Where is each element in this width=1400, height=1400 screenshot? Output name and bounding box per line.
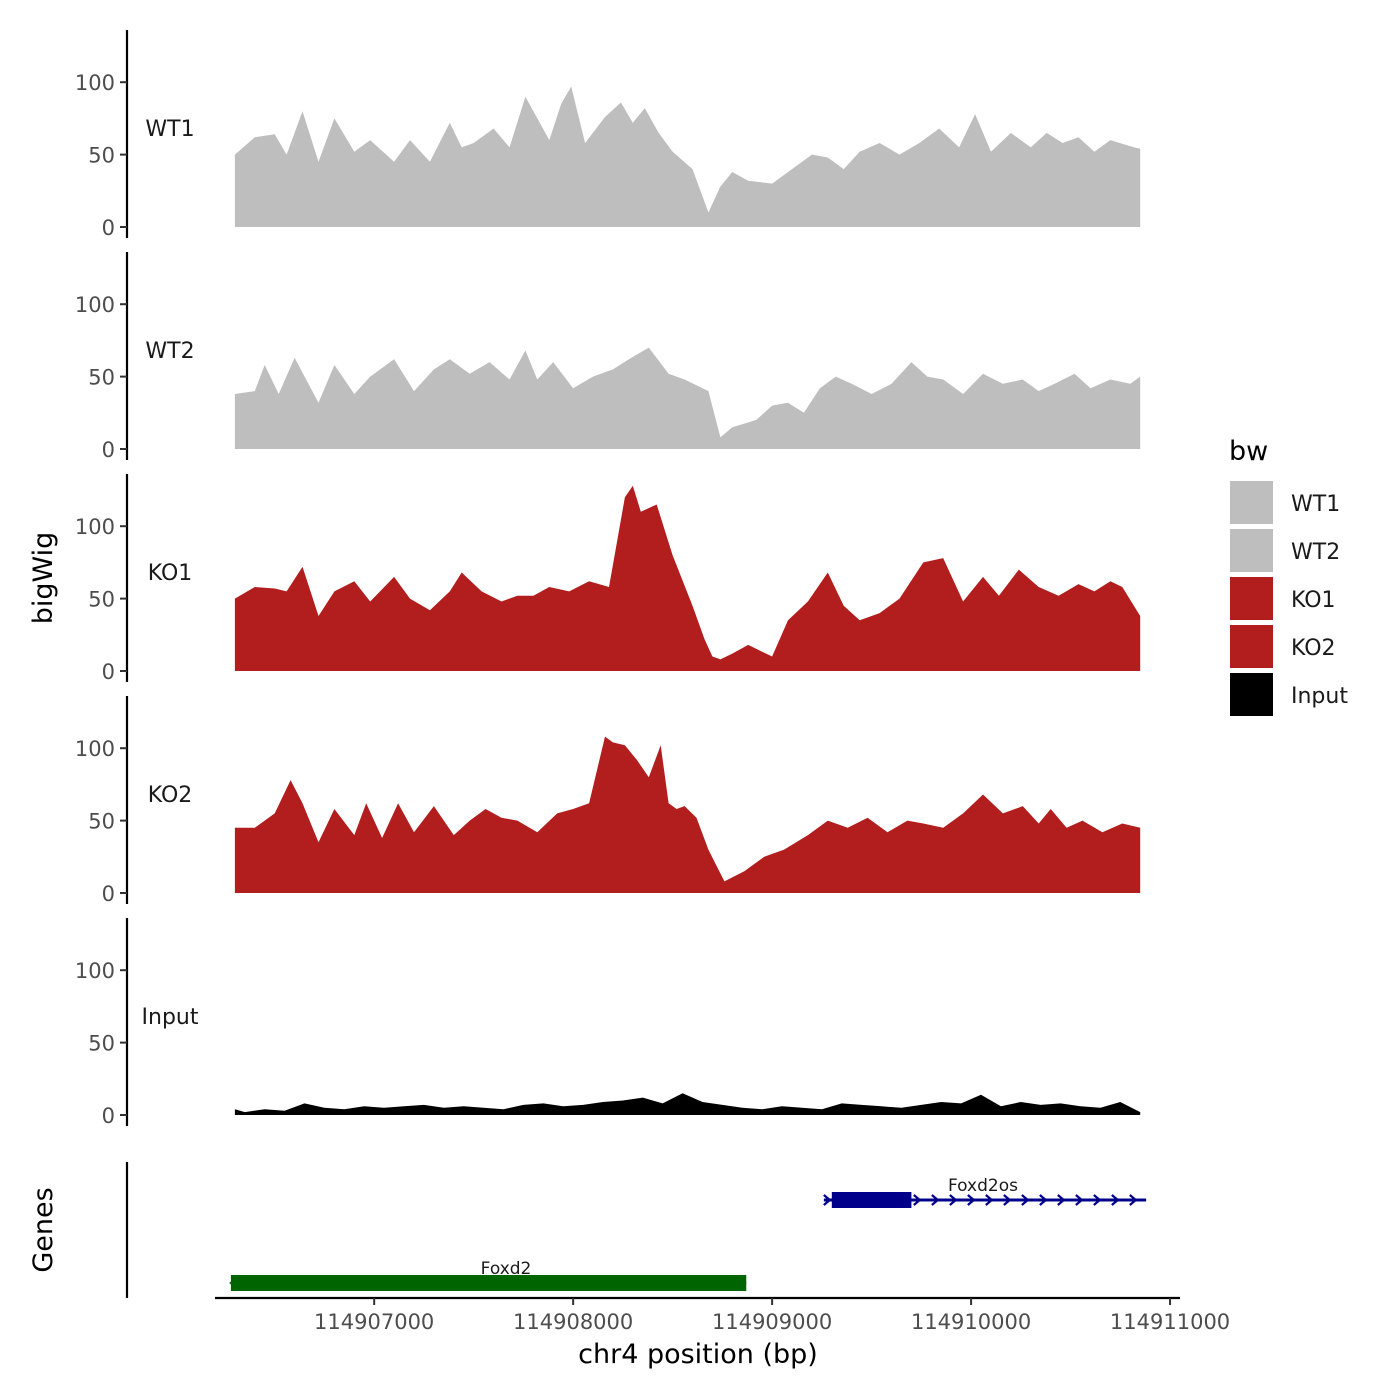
strand-arrow-foxd2os xyxy=(1057,1194,1066,1206)
strand-arrow-foxd2 xyxy=(715,1277,724,1289)
signal-area-ko2 xyxy=(234,736,1141,893)
strand-arrow-foxd2 xyxy=(517,1277,526,1289)
x-tick-label: 114907000 xyxy=(314,1310,434,1334)
strand-arrow-foxd2 xyxy=(481,1277,490,1289)
y-tick-label: 100 xyxy=(75,959,115,983)
strand-arrow-foxd2 xyxy=(301,1277,310,1289)
strand-arrow-foxd2 xyxy=(229,1277,238,1289)
strand-arrow-foxd2 xyxy=(733,1277,742,1289)
legend-title: bw xyxy=(1229,436,1268,467)
x-axis-title: chr4 position (bp) xyxy=(578,1339,818,1370)
signal-area-wt1 xyxy=(234,86,1141,227)
strand-arrow-foxd2 xyxy=(589,1277,598,1289)
x-tick-label: 114911000 xyxy=(1110,1310,1230,1334)
y-tick-label: 50 xyxy=(88,366,115,390)
track-label-wt2: WT2 xyxy=(145,339,194,364)
signal-area-ko1 xyxy=(234,485,1141,671)
y-tick-label: 50 xyxy=(88,810,115,834)
legend-label-ko1: KO1 xyxy=(1291,588,1336,613)
y-tick-label: 50 xyxy=(88,1032,115,1056)
legend-label-wt2: WT2 xyxy=(1291,540,1340,565)
strand-arrow-foxd2os xyxy=(859,1194,868,1206)
strand-arrow-foxd2 xyxy=(427,1277,436,1289)
strand-arrow-foxd2os xyxy=(985,1194,994,1206)
strand-arrow-foxd2 xyxy=(409,1277,418,1289)
strand-arrow-foxd2os xyxy=(877,1194,886,1206)
strand-arrow-foxd2os xyxy=(1075,1194,1084,1206)
track-label-ko2: KO2 xyxy=(148,783,193,808)
y-tick-label: 100 xyxy=(75,293,115,317)
strand-arrow-foxd2os xyxy=(1111,1194,1120,1206)
gene-exon-foxd2 xyxy=(230,1275,747,1291)
strand-arrow-foxd2os xyxy=(1093,1194,1102,1206)
track-label-wt1: WT1 xyxy=(145,117,194,142)
legend-swatch-ko2 xyxy=(1228,623,1275,670)
legend-label-wt1: WT1 xyxy=(1291,492,1340,517)
legend-swatch-input xyxy=(1228,671,1275,718)
legend-label-ko2: KO2 xyxy=(1291,636,1336,661)
y-tick-label: 100 xyxy=(75,71,115,95)
strand-arrow-foxd2 xyxy=(499,1277,508,1289)
strand-arrow-foxd2os xyxy=(1021,1194,1030,1206)
y-tick-label: 50 xyxy=(88,588,115,612)
y-tick-label: 50 xyxy=(88,144,115,168)
strand-arrow-foxd2 xyxy=(247,1277,256,1289)
legend-swatch-wt1 xyxy=(1228,479,1275,526)
strand-arrow-foxd2 xyxy=(697,1277,706,1289)
strand-arrow-foxd2 xyxy=(679,1277,688,1289)
strand-arrow-foxd2 xyxy=(445,1277,454,1289)
strand-arrow-foxd2os xyxy=(967,1194,976,1206)
strand-arrow-foxd2os xyxy=(823,1194,832,1206)
track-label-ko1: KO1 xyxy=(148,561,193,586)
legend-swatch-wt2 xyxy=(1228,527,1275,574)
x-tick-label: 114910000 xyxy=(911,1310,1031,1334)
strand-arrow-foxd2 xyxy=(553,1277,562,1289)
y-tick-label: 0 xyxy=(102,216,115,240)
signal-area-input xyxy=(234,1093,1141,1115)
strand-arrow-foxd2 xyxy=(337,1277,346,1289)
strand-arrow-foxd2os xyxy=(931,1194,940,1206)
y-tick-label: 0 xyxy=(102,1104,115,1128)
strand-arrow-foxd2 xyxy=(643,1277,652,1289)
strand-arrow-foxd2os xyxy=(949,1194,958,1206)
strand-arrow-foxd2os xyxy=(1039,1194,1048,1206)
strand-arrow-foxd2 xyxy=(319,1277,328,1289)
strand-arrow-foxd2 xyxy=(265,1277,274,1289)
y-tick-label: 100 xyxy=(75,737,115,761)
strand-arrow-foxd2 xyxy=(607,1277,616,1289)
strand-arrow-foxd2os xyxy=(913,1194,922,1206)
strand-arrow-foxd2 xyxy=(391,1277,400,1289)
strand-arrow-foxd2 xyxy=(535,1277,544,1289)
strand-arrow-foxd2 xyxy=(373,1277,382,1289)
y-tick-label: 100 xyxy=(75,515,115,539)
gene-label-foxd2: Foxd2 xyxy=(481,1259,532,1279)
gene-label-foxd2os: Foxd2os xyxy=(948,1176,1018,1196)
strand-arrow-foxd2 xyxy=(463,1277,472,1289)
y-axis-title: bigWig xyxy=(28,532,59,625)
strand-arrow-foxd2os xyxy=(841,1194,850,1206)
strand-arrow-foxd2os xyxy=(1129,1194,1138,1206)
strand-arrow-foxd2 xyxy=(625,1277,634,1289)
strand-arrow-foxd2 xyxy=(571,1277,580,1289)
x-tick-label: 114908000 xyxy=(513,1310,633,1334)
legend-label-input: Input xyxy=(1291,684,1348,709)
x-tick-label: 114909000 xyxy=(712,1310,832,1334)
y-tick-label: 0 xyxy=(102,438,115,462)
genes-axis-title: Genes xyxy=(28,1187,59,1272)
signal-area-wt2 xyxy=(234,347,1141,449)
y-tick-label: 0 xyxy=(102,660,115,684)
track-label-input: Input xyxy=(142,1005,199,1030)
legend-swatch-ko1 xyxy=(1228,575,1275,622)
strand-arrow-foxd2os xyxy=(895,1194,904,1206)
strand-arrow-foxd2os xyxy=(1003,1194,1012,1206)
y-tick-label: 0 xyxy=(102,882,115,906)
strand-arrow-foxd2 xyxy=(355,1277,364,1289)
strand-arrow-foxd2 xyxy=(661,1277,670,1289)
gene-exon-foxd2os xyxy=(831,1192,912,1208)
strand-arrow-foxd2 xyxy=(283,1277,292,1289)
